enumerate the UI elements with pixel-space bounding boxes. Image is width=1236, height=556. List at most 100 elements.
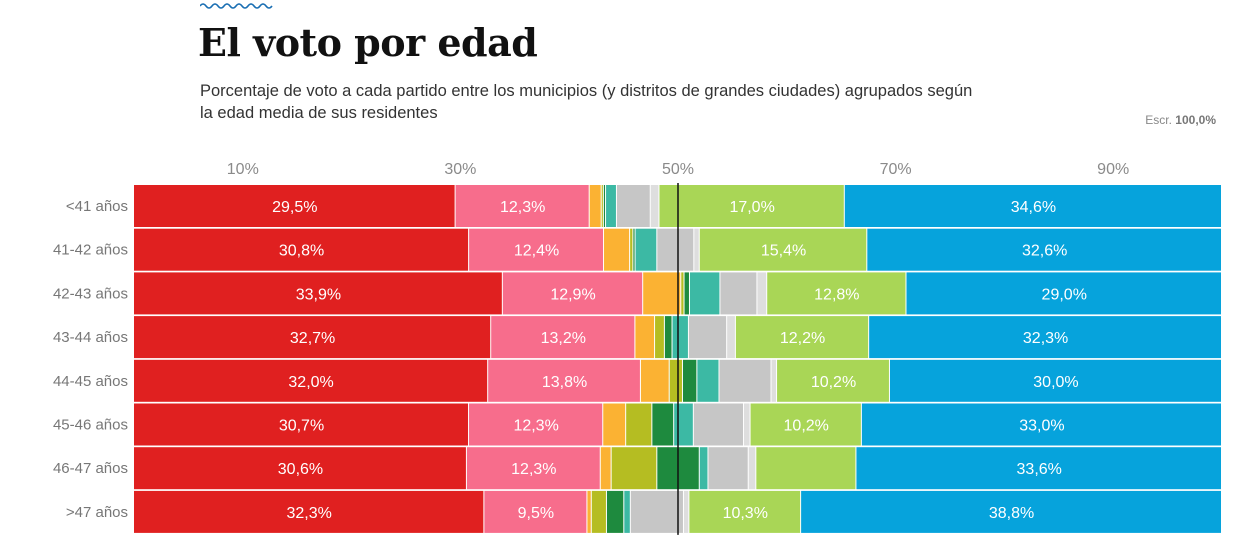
- bar-segment: [867, 228, 1221, 271]
- bar-segment: [455, 185, 589, 227]
- bar-segment: [606, 490, 624, 533]
- bar-segment: [697, 359, 719, 402]
- data-label: 17,0%: [729, 199, 774, 216]
- bar-segment: [689, 272, 720, 315]
- x-tick-label: 50%: [662, 161, 694, 178]
- data-label: 9,5%: [518, 505, 554, 522]
- bar-segment: [744, 403, 750, 446]
- data-label: 29,5%: [272, 199, 317, 216]
- bar-segment: [469, 228, 604, 271]
- bar-segment: [640, 359, 669, 402]
- bar-segment: [861, 403, 1221, 446]
- data-label: 38,8%: [989, 505, 1034, 522]
- x-tick-label: 70%: [880, 161, 912, 178]
- bar-segment: [669, 359, 682, 402]
- row-label: >47 años: [66, 504, 128, 521]
- data-label: 30,6%: [278, 461, 323, 478]
- bar-segment: [624, 490, 630, 533]
- bar-segment: [655, 316, 664, 359]
- data-label: 34,6%: [1011, 199, 1056, 216]
- data-label: 12,2%: [780, 330, 825, 347]
- data-label: 32,0%: [288, 374, 333, 391]
- bar-segment: [491, 316, 635, 359]
- data-label: 30,7%: [279, 418, 324, 435]
- bar-segment: [134, 403, 469, 446]
- bar-segment: [635, 316, 655, 359]
- bar-segment: [681, 272, 684, 315]
- data-label: 12,3%: [511, 461, 556, 478]
- data-label: 13,2%: [541, 330, 586, 347]
- bar-segment: [771, 359, 777, 402]
- data-label: 30,8%: [279, 243, 324, 260]
- bar-segment: [708, 447, 748, 490]
- data-label: 33,6%: [1017, 461, 1062, 478]
- data-label: 12,3%: [500, 199, 545, 216]
- bar-segment: [664, 316, 672, 359]
- scrutiny-value: 100,0%: [1175, 113, 1216, 127]
- bar-segment: [600, 447, 611, 490]
- bar-segment: [699, 447, 708, 490]
- bar-segment: [630, 228, 633, 271]
- bar-segment: [720, 272, 757, 315]
- bar-segment: [688, 316, 727, 359]
- data-label: 32,3%: [1023, 330, 1068, 347]
- data-label: 12,8%: [814, 286, 859, 303]
- bar-segment: [484, 490, 587, 533]
- bar-segment: [694, 228, 699, 271]
- bar-segment: [750, 403, 861, 446]
- bar-segment: [767, 272, 906, 315]
- bar-segment: [591, 490, 606, 533]
- bar-segment: [844, 185, 1221, 227]
- data-label: 33,0%: [1019, 418, 1064, 435]
- bar-segment: [635, 228, 657, 271]
- data-label: 10,3%: [723, 505, 768, 522]
- bar-segment: [603, 185, 606, 227]
- row-label: 45-46 años: [53, 417, 128, 434]
- bar-segment: [134, 185, 455, 227]
- bar-segment: [727, 316, 735, 359]
- row-label: 43-44 años: [53, 329, 128, 346]
- bar-segment: [856, 447, 1221, 490]
- row-label: 46-47 años: [53, 460, 128, 477]
- bar-segment: [469, 403, 603, 446]
- data-label: 32,7%: [290, 330, 335, 347]
- bar-segment: [659, 185, 844, 227]
- data-label: 32,6%: [1022, 243, 1067, 260]
- bar-segment: [603, 403, 626, 446]
- data-label: 30,0%: [1033, 374, 1078, 391]
- bar-segment: [626, 403, 652, 446]
- bar-segment: [488, 359, 640, 402]
- bar-segment: [502, 272, 643, 315]
- bar-segment: [869, 316, 1221, 359]
- bar-segment: [889, 359, 1221, 402]
- bar-segment: [689, 490, 801, 533]
- bar-segment: [643, 272, 681, 315]
- bar-segment: [587, 490, 591, 533]
- row-label: 44-45 años: [53, 373, 128, 390]
- row-label: <41 años: [66, 198, 128, 215]
- bar-segment: [684, 272, 689, 315]
- bar-segment: [134, 316, 491, 359]
- data-label: 12,3%: [513, 418, 558, 435]
- bar-segment: [604, 228, 630, 271]
- bar-segment: [134, 272, 502, 315]
- chart-title: El voto por edad: [198, 20, 538, 65]
- bar-segment: [606, 185, 616, 227]
- bar-segment: [735, 316, 869, 359]
- bar-segment: [719, 359, 771, 402]
- data-label: 13,8%: [542, 374, 587, 391]
- row-label: 41-42 años: [53, 242, 128, 259]
- chart-subtitle: Porcentaje de voto a cada partido entre …: [200, 82, 973, 122]
- bar-segment: [134, 490, 484, 533]
- bar-segment: [466, 447, 600, 490]
- bar-segment: [683, 490, 689, 533]
- data-label: 12,9%: [550, 286, 595, 303]
- stacked-bar-chart: 10% 30% 50% 70% 90% <41 años 29,5% 12,3% 17,0% 34…: [53, 161, 1221, 535]
- scrutiny-indicator: Escr. 100,0%: [1145, 113, 1216, 127]
- bar-segment: [633, 228, 635, 271]
- data-label: 32,3%: [286, 505, 331, 522]
- bar-segment: [906, 272, 1221, 315]
- bar-segment: [748, 447, 756, 490]
- bar-segment: [693, 403, 744, 446]
- x-tick-label: 10%: [227, 161, 259, 178]
